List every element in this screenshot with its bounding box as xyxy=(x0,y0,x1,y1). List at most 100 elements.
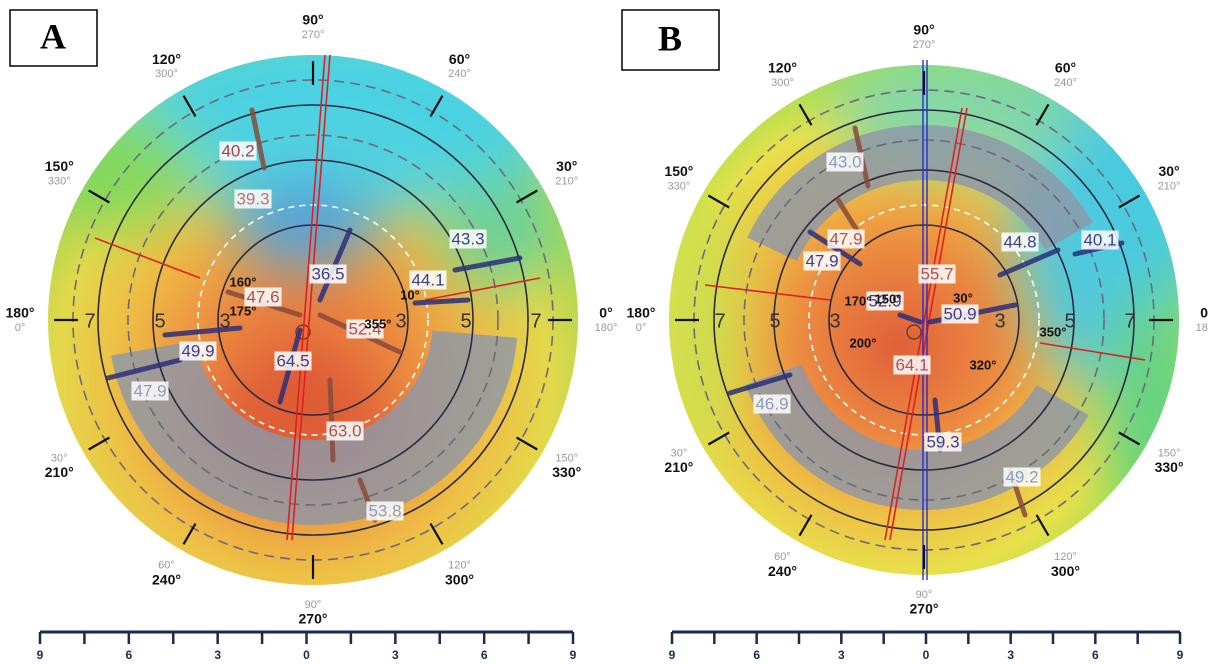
angle-sub-label: 30° xyxy=(51,452,68,464)
value-label: 55.7 xyxy=(920,264,953,283)
angle-label: 150° xyxy=(45,158,74,174)
value-label: 44.8 xyxy=(1003,232,1036,251)
value-label: 64.5 xyxy=(276,351,309,370)
angle-label: 330° xyxy=(552,464,581,480)
angle-sub-label: 270° xyxy=(913,39,936,51)
marker-bar xyxy=(330,380,333,460)
value-label: 59.3 xyxy=(926,432,959,451)
angle-label: 330° xyxy=(1155,459,1184,475)
value-label: 46.9 xyxy=(755,394,788,413)
angle-sub-label: 240° xyxy=(1054,77,1077,89)
angle-label: 150° xyxy=(664,163,693,179)
value-label: 47.9 xyxy=(805,251,838,270)
angle-annotation: 355° xyxy=(365,316,392,331)
angle-sub-label: 0° xyxy=(636,322,647,334)
angle-label: 120° xyxy=(768,60,797,76)
angle-label: 60° xyxy=(449,51,470,67)
angle-label: 240° xyxy=(152,571,181,587)
angle-sub-label: 210° xyxy=(555,175,578,187)
scale-label: 0 xyxy=(923,648,930,662)
angle-annotation: 170° xyxy=(845,293,872,308)
angle-annotation: 30° xyxy=(953,290,973,305)
angle-annotation: 10° xyxy=(400,287,420,302)
scale-label: 6 xyxy=(125,648,132,662)
angle-label: 300° xyxy=(445,571,474,587)
angle-annotation: 320° xyxy=(970,357,997,372)
ring-label: 3 xyxy=(395,310,406,332)
ring-label: 5 xyxy=(769,310,780,332)
angle-sub-label: 180° xyxy=(1196,322,1208,334)
angle-label: 270° xyxy=(910,601,939,617)
scale-label: 9 xyxy=(1177,648,1184,662)
scale-label: 3 xyxy=(392,648,399,662)
map-blob xyxy=(1100,290,1200,510)
angle-sub-label: 300° xyxy=(155,68,178,80)
scale-label: 9 xyxy=(669,648,676,662)
angle-label: 120° xyxy=(152,51,181,67)
value-label: 50.9 xyxy=(943,304,976,323)
value-label: 53.8 xyxy=(368,501,401,520)
value-label: 49.2 xyxy=(1005,467,1038,486)
angle-annotation: 175° xyxy=(230,303,257,318)
angle-annotation: 200° xyxy=(850,335,877,350)
angle-annotation: 150° xyxy=(875,291,902,306)
angle-annotation: 350° xyxy=(1040,324,1067,339)
panel-label: B xyxy=(658,18,682,58)
angle-sub-label: 60° xyxy=(774,551,791,563)
angle-label: 270° xyxy=(299,611,328,627)
angle-label: 240° xyxy=(768,563,797,579)
angle-label: 30° xyxy=(1158,163,1179,179)
angle-label: 180° xyxy=(6,305,35,321)
scale-label: 0 xyxy=(303,648,310,662)
angle-sub-label: 330° xyxy=(48,175,71,187)
scale-label: 3 xyxy=(838,648,845,662)
angle-sub-label: 240° xyxy=(448,68,471,80)
value-label: 47.9 xyxy=(829,229,862,248)
angle-label: 0° xyxy=(1200,305,1208,321)
angle-label: 0° xyxy=(599,305,612,321)
value-label: 64.1 xyxy=(895,355,928,374)
angle-label: 90° xyxy=(302,12,323,28)
ring-label: 7 xyxy=(1124,310,1135,332)
value-label: 49.9 xyxy=(181,341,214,360)
panel-label: A xyxy=(40,16,66,56)
ring-label: 7 xyxy=(714,310,725,332)
marker-bar xyxy=(415,300,468,303)
angle-sub-label: 120° xyxy=(448,560,471,572)
ring-label: 7 xyxy=(84,310,95,332)
angle-sub-label: 90° xyxy=(305,599,322,611)
angle-sub-label: 150° xyxy=(1158,447,1181,459)
angle-sub-label: 300° xyxy=(771,77,794,89)
scale-label: 3 xyxy=(1007,648,1014,662)
angle-sub-label: 210° xyxy=(1158,180,1181,192)
angle-label: 210° xyxy=(45,464,74,480)
value-label: 40.1 xyxy=(1083,230,1116,249)
angle-sub-label: 270° xyxy=(302,29,325,41)
value-label: 63.0 xyxy=(328,421,361,440)
ring-label: 7 xyxy=(530,310,541,332)
value-label: 39.3 xyxy=(236,189,269,208)
scale-label: 3 xyxy=(214,648,221,662)
angle-sub-label: 90° xyxy=(916,589,933,601)
angle-sub-label: 30° xyxy=(671,447,688,459)
value-label: 36.5 xyxy=(311,264,344,283)
angle-label: 210° xyxy=(664,459,693,475)
scale-label: 6 xyxy=(1092,648,1099,662)
map-blob xyxy=(660,180,740,460)
angle-label: 180° xyxy=(627,305,656,321)
scale-label: 6 xyxy=(753,648,760,662)
value-label: 43.0 xyxy=(828,152,861,171)
value-label: 43.3 xyxy=(451,229,484,248)
angle-sub-label: 330° xyxy=(668,180,691,192)
scale-label: 9 xyxy=(570,648,577,662)
angle-sub-label: 0° xyxy=(15,322,26,334)
value-label: 47.9 xyxy=(133,381,166,400)
angle-label: 30° xyxy=(556,158,577,174)
angle-sub-label: 180° xyxy=(595,322,618,334)
angle-label: 60° xyxy=(1055,60,1076,76)
angle-label: 300° xyxy=(1051,563,1080,579)
ring-label: 5 xyxy=(460,310,471,332)
panel-a: 0°180°30°210°60°240°90°270°120°300°150°3… xyxy=(6,10,618,662)
value-label: 40.2 xyxy=(221,141,254,160)
panel-b: 0°180°30°210°60°240°90°270°120°300°150°3… xyxy=(622,10,1208,662)
